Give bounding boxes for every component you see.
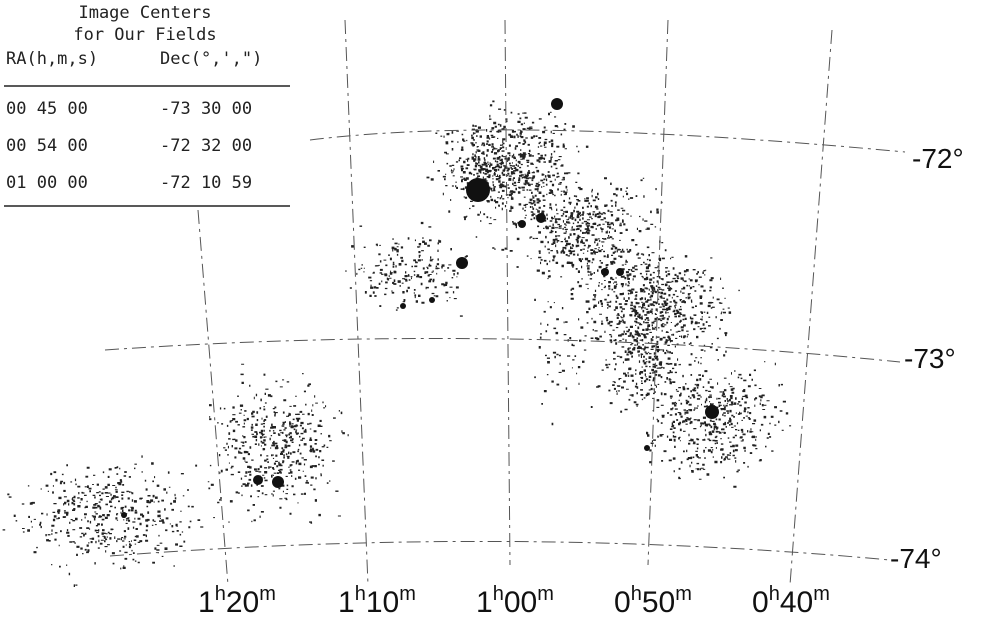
number: 1: [338, 586, 355, 619]
unit: h: [493, 583, 504, 605]
table-title: for Our Fields: [73, 25, 216, 45]
number: 00: [504, 586, 537, 619]
star-dots: [2, 100, 792, 587]
number: 40: [780, 586, 813, 619]
ra-label: 1h00m: [476, 583, 554, 619]
ra-line: [504, 19, 511, 566]
unit: h: [631, 583, 642, 605]
table-cell: 00 45 00: [6, 99, 88, 119]
number: 0: [614, 586, 631, 619]
dec-label: -74°: [890, 543, 942, 574]
unit: h: [355, 583, 366, 605]
bright-source: [456, 257, 468, 269]
bright-source: [121, 512, 127, 518]
bright-source: [616, 268, 624, 276]
bright-source: [466, 178, 490, 202]
bright-source: [518, 220, 526, 228]
coordinate-grid: [104, 19, 906, 586]
number: 1: [476, 586, 493, 619]
number: 50: [642, 586, 675, 619]
dec-line: [109, 540, 891, 561]
ra-label: 0h50m: [614, 583, 692, 619]
bright-source: [536, 213, 546, 223]
unit: m: [813, 583, 830, 605]
unit: m: [259, 583, 276, 605]
table-cell: -73 30 00: [160, 99, 252, 119]
ra-line: [197, 209, 229, 586]
ra-labels: 1h20m 1h10m 1h00m 0h50m 0h40m: [198, 583, 830, 619]
table-cell: 00 54 00: [6, 136, 88, 156]
unit: h: [215, 583, 226, 605]
bright-source: [400, 303, 406, 309]
bright-source: [644, 445, 650, 451]
number: 20: [226, 586, 259, 619]
bright-source: [705, 405, 719, 419]
dec-line: [104, 337, 901, 363]
table-title: Image Centers: [78, 3, 211, 23]
ra-label: 1h20m: [198, 583, 276, 619]
table-cell: -72 10 59: [160, 173, 252, 193]
ra-line: [789, 29, 833, 586]
column-header: Dec(°,',"): [160, 49, 262, 69]
unit: m: [399, 583, 416, 605]
number: 10: [366, 586, 399, 619]
dec-line: [309, 129, 906, 153]
unit: h: [769, 583, 780, 605]
bright-source: [272, 476, 284, 488]
bright-source: [601, 268, 609, 276]
dec-label: -72°: [912, 143, 964, 174]
number: 0: [752, 586, 769, 619]
unit: m: [675, 583, 692, 605]
ra-line: [344, 19, 369, 586]
number: 1: [198, 586, 215, 619]
bright-source: [551, 98, 563, 110]
ra-label: 0h40m: [752, 583, 830, 619]
table-cell: 01 00 00: [6, 173, 88, 193]
ra-label: 1h10m: [338, 583, 416, 619]
star-field: [2, 98, 792, 587]
unit: m: [537, 583, 554, 605]
bright-source: [429, 297, 435, 303]
dec-label: -73°: [904, 343, 956, 374]
table-cell: -72 32 00: [160, 136, 252, 156]
bright-source: [253, 475, 263, 485]
ra-line: [647, 19, 669, 566]
column-header: RA(h,m,s): [6, 49, 98, 69]
data-table: Image Centers for Our Fields RA(h,m,s) D…: [4, 3, 290, 207]
